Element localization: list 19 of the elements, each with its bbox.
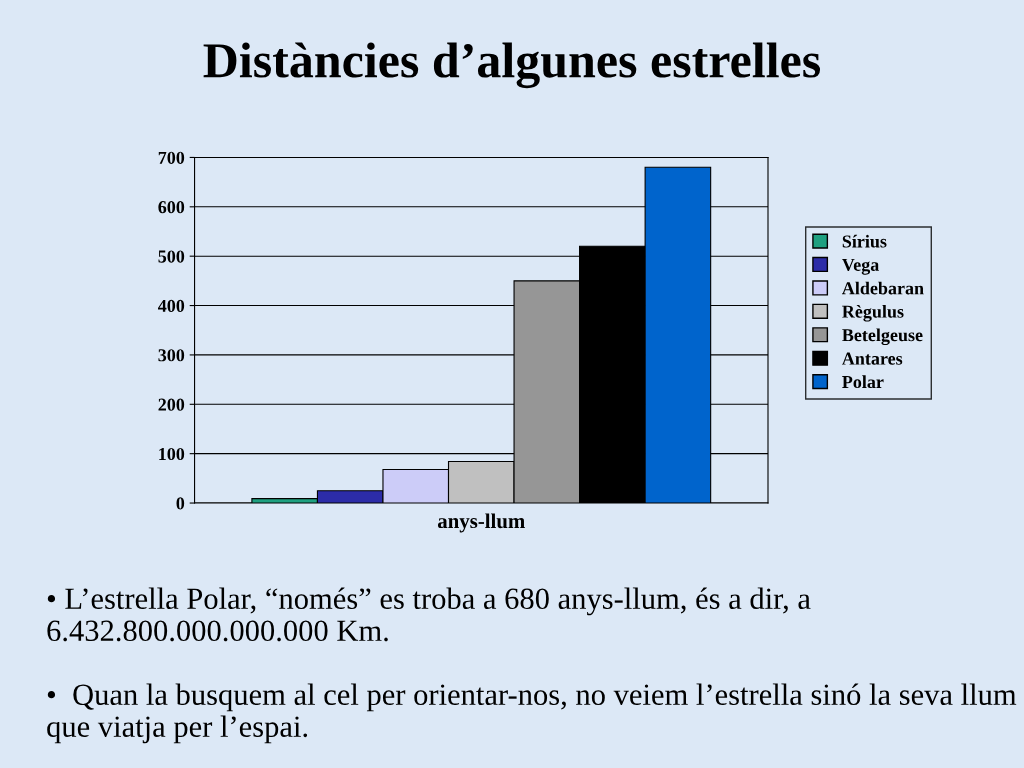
text: • Quan la busquem al cel per orientar-nos, no veiem l’estrella sinó la seva llum que viatja per l’espai. [47,683,1017,744]
legend-label: Polar [842,375,884,389]
legend-label: Aldebaran [841,281,924,295]
y-tick-label: 500 [158,250,185,263]
text: • L’estrella Polar, “només” es troba a 680 anys-llum, és a dir, a 6.432.800.000.000.000 Km. [47,587,811,642]
legend-label: Antares [841,352,903,365]
y-tick-label: 100 [159,447,185,461]
legend-label: Vega [842,258,879,275]
y-tick-label: 0 [176,497,185,510]
legend-label: Betelgeuse [842,328,923,346]
y-tick-label: 200 [158,398,185,411]
x-axis-title: anys-llum [437,513,525,533]
y-tick-label: 400 [158,299,185,312]
y-tick-label: 300 [158,349,185,362]
chart-title: Distàncies d’algunes estrelles [203,42,821,89]
y-tick-label: 700 [158,151,185,164]
legend-label: Sírius [842,234,887,248]
legend-label: Règulus [842,305,904,322]
y-tick-label: 600 [158,201,185,214]
